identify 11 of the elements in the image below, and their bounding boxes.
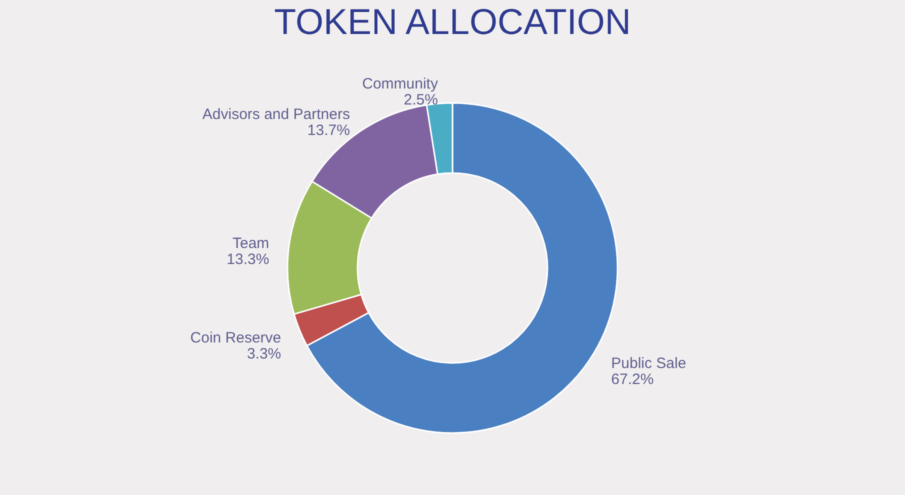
data-label: 13.7% bbox=[307, 122, 350, 140]
slice-label: Community bbox=[362, 76, 438, 93]
data-label: 13.3% bbox=[226, 251, 270, 268]
chart-title: TOKEN ALLOCATION bbox=[274, 1, 631, 42]
slice-label: Public Sale bbox=[611, 355, 686, 372]
data-label: 2.5% bbox=[404, 92, 438, 109]
data-label: 3.3% bbox=[246, 346, 282, 363]
slice-label: Team bbox=[232, 235, 270, 252]
data-label: 67.2% bbox=[611, 371, 654, 388]
slice-label: Advisors and Partners bbox=[202, 106, 350, 124]
slice-label: Coin Reserve bbox=[190, 330, 282, 347]
